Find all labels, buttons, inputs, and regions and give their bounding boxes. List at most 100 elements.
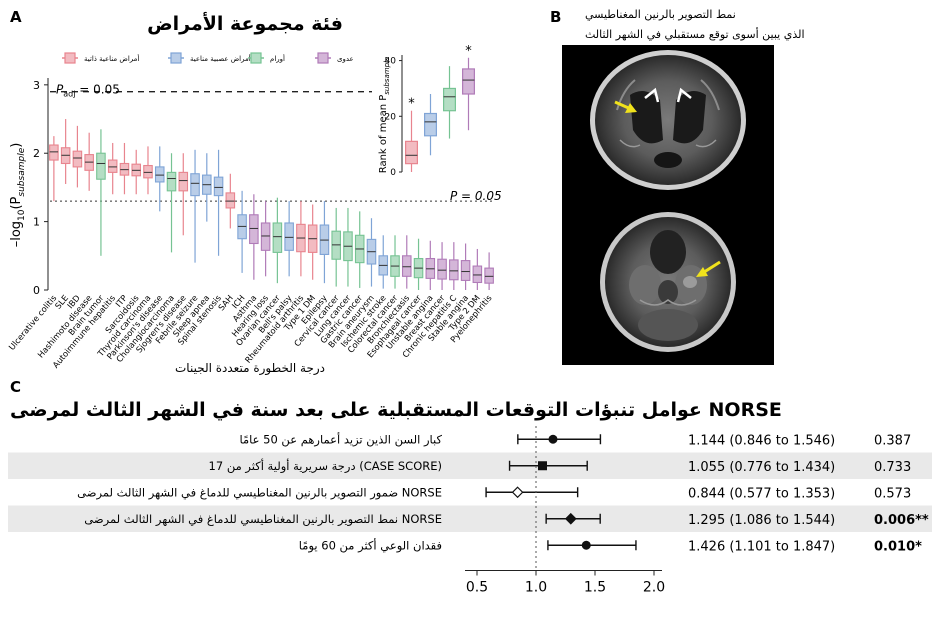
disease-boxplot-chart: A فئة مجموعة الأمراض أمراض مناعية ذاتية أ… <box>6 8 502 376</box>
box-mark <box>460 243 471 290</box>
box-mark <box>484 252 494 290</box>
box-body <box>401 255 412 277</box>
y-axis-ticks: 0 1 2 3 <box>33 79 48 297</box>
forest-x-tick-label: 0.5 <box>466 580 488 596</box>
box-mark <box>296 201 306 277</box>
ci-text: 1.295 (1.086 to 1.544) <box>688 513 835 528</box>
box-mark <box>107 142 118 195</box>
box-mark <box>354 211 365 288</box>
box-body <box>460 260 471 281</box>
box-body <box>143 164 153 179</box>
legend-item: أمراض عصبية مناعية <box>168 52 251 64</box>
inset-box-series: ** <box>405 44 475 172</box>
panel-b-label: B <box>550 8 561 26</box>
legend-item: عدوى <box>315 52 354 64</box>
p-value-text: 0.387 <box>874 433 911 448</box>
legend-item: أمراض مناعية ذاتية <box>62 52 139 64</box>
box-body <box>190 173 200 197</box>
box-body <box>449 259 459 281</box>
inset-box-body <box>424 112 437 137</box>
box-body <box>472 265 483 284</box>
mri-figure: B نمط التصوير بالرنين المغناطيسي الذي يب… <box>550 8 805 365</box>
p-threshold-label: P = 0.05 <box>450 189 502 203</box>
box-mark <box>272 197 283 284</box>
forest-row: ضمور التصوير بالرنين المغناطيسي للدماغ ف… <box>77 485 911 501</box>
inset-box-body <box>443 87 456 112</box>
box-mark <box>343 207 353 287</box>
row-shading <box>8 505 932 532</box>
box-mark <box>178 153 189 236</box>
arrow-icon <box>696 260 721 277</box>
box-mark <box>190 149 200 263</box>
box-mark <box>154 146 165 212</box>
legend-label: أورام <box>270 54 285 63</box>
box-mark <box>260 201 271 277</box>
inset-y-tick-label: 0 <box>390 168 396 178</box>
p-value-text: 0.573 <box>874 486 911 501</box>
y-tick-label: 2 <box>33 147 40 160</box>
box-body <box>272 222 283 253</box>
forest-row: درجة سريرية أولية أكثر من 17 (CASE SCORE… <box>8 452 932 479</box>
box-mark <box>131 149 142 195</box>
y-tick-label: 3 <box>33 79 40 92</box>
box-mark <box>307 204 318 280</box>
box-mark <box>425 240 436 290</box>
box-mark <box>143 146 153 195</box>
box-body <box>213 176 224 197</box>
box-mark <box>331 207 341 287</box>
legend-label: أمراض عصبية مناعية <box>190 54 251 63</box>
panel-c: C عوامل تنبؤات التوقعات المستقبلية على ب… <box>0 378 940 615</box>
box-mark <box>401 235 412 289</box>
inset-box-mark: * <box>405 97 418 172</box>
padj-threshold-label: Padj = 0.05 <box>56 83 120 99</box>
forest-row: كبار السن الذين تزيد أعمارهم عن 50 عامًا… <box>239 431 911 448</box>
box-mark <box>119 142 130 195</box>
box-body <box>107 159 118 173</box>
x-axis-label: درجة الخطورة متعددة الجينات <box>175 361 325 376</box>
box-mark <box>249 194 259 280</box>
box-body <box>437 258 447 280</box>
box-mark <box>366 218 377 287</box>
inset-box-body <box>405 140 418 165</box>
row-shading <box>8 452 932 479</box>
forest-row-label: درجة سريرية أولية أكثر من 17 (CASE SCORE… <box>209 458 442 474</box>
box-mark <box>378 235 389 289</box>
forest-row-label: ضمور التصوير بالرنين المغناطيسي للدماغ ف… <box>77 485 442 500</box>
panel-b: B نمط التصوير بالرنين المغناطيسي الذي يب… <box>545 0 940 380</box>
box-mark <box>319 201 330 284</box>
forest-row: نمط التصوير بالرنين المغناطيسي للدماغ في… <box>8 505 932 532</box>
point-estimate <box>581 540 591 550</box>
box-mark <box>437 242 447 290</box>
forest-x-tick-label: 2.0 <box>643 580 665 596</box>
forest-x-tick-label: 1.5 <box>584 580 606 596</box>
y-tick-label: 0 <box>33 284 40 297</box>
box-mark <box>449 242 459 290</box>
box-mark <box>225 173 236 229</box>
mri-upper-slice <box>590 50 746 190</box>
box-body <box>49 144 59 161</box>
p-value-text: 0.006** <box>874 513 929 528</box>
legend-label: أمراض مناعية ذاتية <box>84 54 139 63</box>
ci-text: 0.844 (0.577 to 1.353) <box>688 486 835 501</box>
y-axis-label: –log10(Psubsample) <box>9 143 27 248</box>
legend-label: عدوى <box>337 55 354 63</box>
point-estimate <box>537 461 547 471</box>
chart-legend: أمراض مناعية ذاتية أمراض عصبية مناعية أورا… <box>62 52 354 64</box>
forest-rows: كبار السن الذين تزيد أعمارهم عن 50 عامًا… <box>8 431 932 554</box>
arrow-icon <box>614 100 637 113</box>
significance-star: * <box>465 44 472 59</box>
inset-box-mark <box>424 94 437 156</box>
forest-row: فقدان الوعي أكثر من 60 يومًا 1.426 (1.101… <box>299 537 922 554</box>
p-value-text: 0.733 <box>874 460 911 475</box>
mri-lower-slice <box>600 212 736 352</box>
box-mark <box>472 248 483 290</box>
box-mark <box>413 238 424 290</box>
forest-plot-title: عوامل تنبؤات التوقعات المستقبلية على بعد… <box>10 399 782 421</box>
box-mark <box>284 201 294 277</box>
box-body <box>166 171 177 192</box>
box-series <box>49 119 494 290</box>
mri-caption-line2: الذي يبين أسوى توقع مستقبلي في الشهر الث… <box>585 27 805 41</box>
ci-text: 1.144 (0.846 to 1.546) <box>688 433 835 448</box>
point-estimate <box>548 434 558 444</box>
